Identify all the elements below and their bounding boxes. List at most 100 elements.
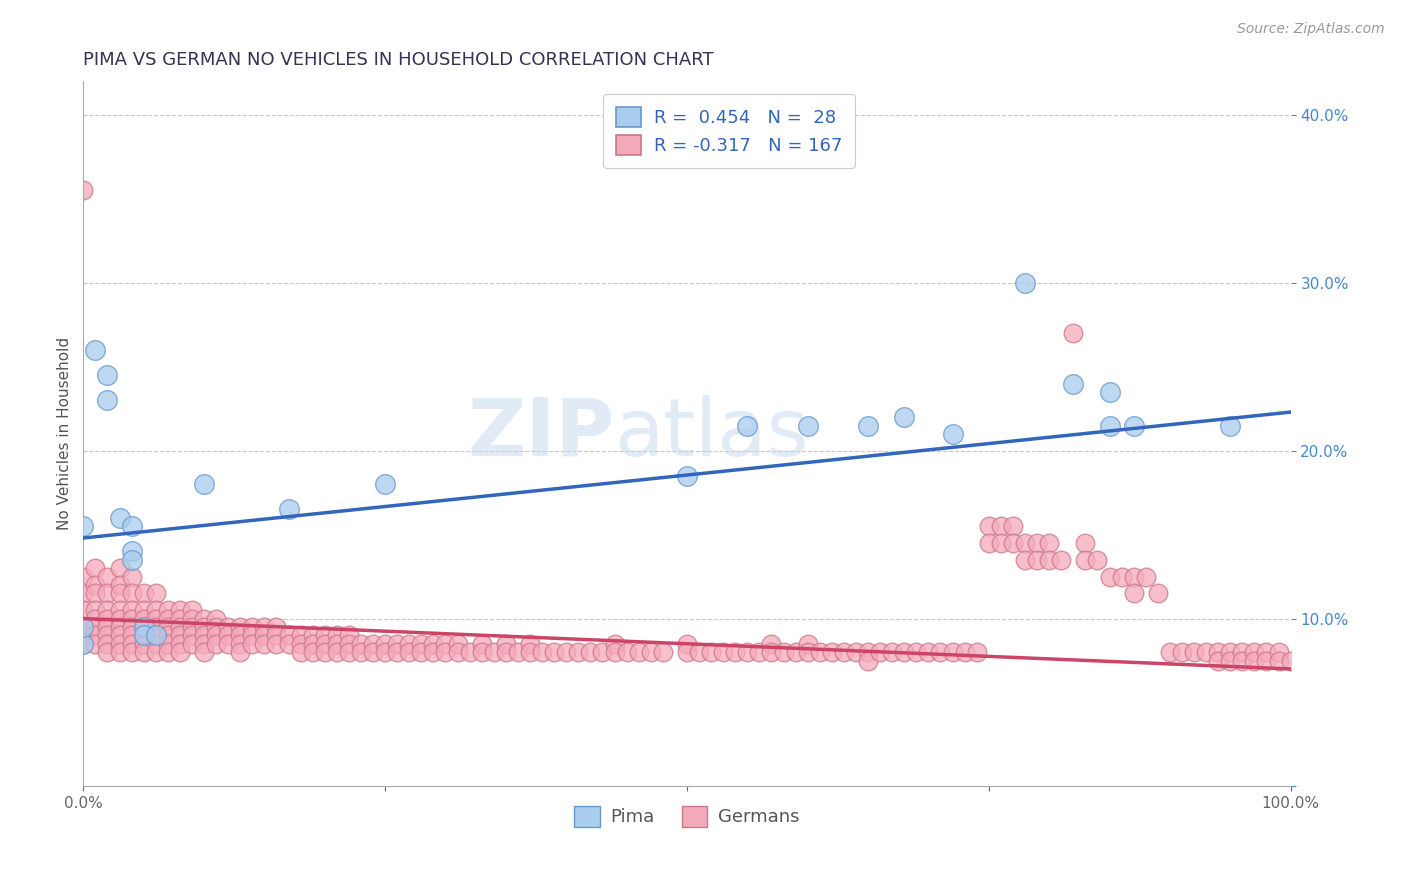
Point xyxy=(446,645,468,659)
Point xyxy=(290,637,312,651)
Point xyxy=(301,637,323,651)
Point xyxy=(229,645,252,659)
Point xyxy=(96,368,118,383)
Point xyxy=(72,637,94,651)
Point xyxy=(893,645,915,659)
Point xyxy=(121,620,143,634)
Text: Source: ZipAtlas.com: Source: ZipAtlas.com xyxy=(1237,22,1385,37)
Point xyxy=(422,637,444,651)
Point xyxy=(217,620,239,634)
Point xyxy=(1062,326,1084,341)
Point xyxy=(84,578,107,592)
Point xyxy=(350,645,373,659)
Point xyxy=(374,645,396,659)
Point xyxy=(96,569,118,583)
Point xyxy=(953,645,976,659)
Point xyxy=(929,645,952,659)
Point xyxy=(1122,418,1144,433)
Point xyxy=(616,645,638,659)
Point xyxy=(72,628,94,642)
Point xyxy=(96,603,118,617)
Point xyxy=(398,637,420,651)
Point xyxy=(240,637,263,651)
Point xyxy=(108,645,131,659)
Point xyxy=(72,620,94,634)
Point xyxy=(326,628,349,642)
Point xyxy=(96,637,118,651)
Point xyxy=(181,628,204,642)
Point xyxy=(1001,519,1024,533)
Point xyxy=(266,637,288,651)
Point xyxy=(411,645,433,659)
Point xyxy=(132,645,155,659)
Point xyxy=(1001,536,1024,550)
Point xyxy=(591,645,613,659)
Point xyxy=(145,586,167,600)
Point xyxy=(132,620,155,634)
Point xyxy=(519,645,541,659)
Point xyxy=(519,637,541,651)
Text: atlas: atlas xyxy=(614,395,808,473)
Point xyxy=(72,603,94,617)
Point xyxy=(108,578,131,592)
Point xyxy=(1146,586,1168,600)
Point xyxy=(676,645,699,659)
Point xyxy=(651,645,673,659)
Point xyxy=(96,645,118,659)
Point xyxy=(181,620,204,634)
Point xyxy=(1219,645,1241,659)
Point xyxy=(108,620,131,634)
Point xyxy=(1159,645,1181,659)
Point xyxy=(361,645,384,659)
Point xyxy=(785,645,807,659)
Point xyxy=(145,637,167,651)
Point xyxy=(229,628,252,642)
Point xyxy=(326,637,349,651)
Point xyxy=(882,645,904,659)
Point xyxy=(1267,654,1289,668)
Point xyxy=(495,645,517,659)
Point xyxy=(72,620,94,634)
Point xyxy=(205,620,228,634)
Point xyxy=(905,645,928,659)
Point xyxy=(121,603,143,617)
Point xyxy=(132,637,155,651)
Point xyxy=(169,628,191,642)
Point xyxy=(169,637,191,651)
Point xyxy=(990,536,1012,550)
Point xyxy=(1026,553,1049,567)
Point xyxy=(1122,586,1144,600)
Point xyxy=(145,620,167,634)
Point xyxy=(229,637,252,651)
Point xyxy=(169,620,191,634)
Point xyxy=(205,637,228,651)
Point xyxy=(385,637,408,651)
Point xyxy=(132,603,155,617)
Point xyxy=(72,519,94,533)
Point xyxy=(471,637,494,651)
Point xyxy=(374,477,396,491)
Point xyxy=(748,645,770,659)
Legend: Pima, Germans: Pima, Germans xyxy=(567,798,807,834)
Point xyxy=(1026,536,1049,550)
Point xyxy=(121,544,143,558)
Point xyxy=(506,645,529,659)
Point xyxy=(266,620,288,634)
Point xyxy=(567,645,589,659)
Point xyxy=(458,645,481,659)
Point xyxy=(941,426,963,441)
Point xyxy=(121,553,143,567)
Point xyxy=(314,628,336,642)
Point xyxy=(1195,645,1218,659)
Point xyxy=(1243,654,1265,668)
Point xyxy=(737,418,759,433)
Point xyxy=(72,637,94,651)
Point xyxy=(266,628,288,642)
Text: PIMA VS GERMAN NO VEHICLES IN HOUSEHOLD CORRELATION CHART: PIMA VS GERMAN NO VEHICLES IN HOUSEHOLD … xyxy=(83,51,714,69)
Point xyxy=(121,611,143,625)
Point xyxy=(737,645,759,659)
Point xyxy=(337,628,360,642)
Point xyxy=(495,637,517,651)
Point xyxy=(84,611,107,625)
Point xyxy=(1267,645,1289,659)
